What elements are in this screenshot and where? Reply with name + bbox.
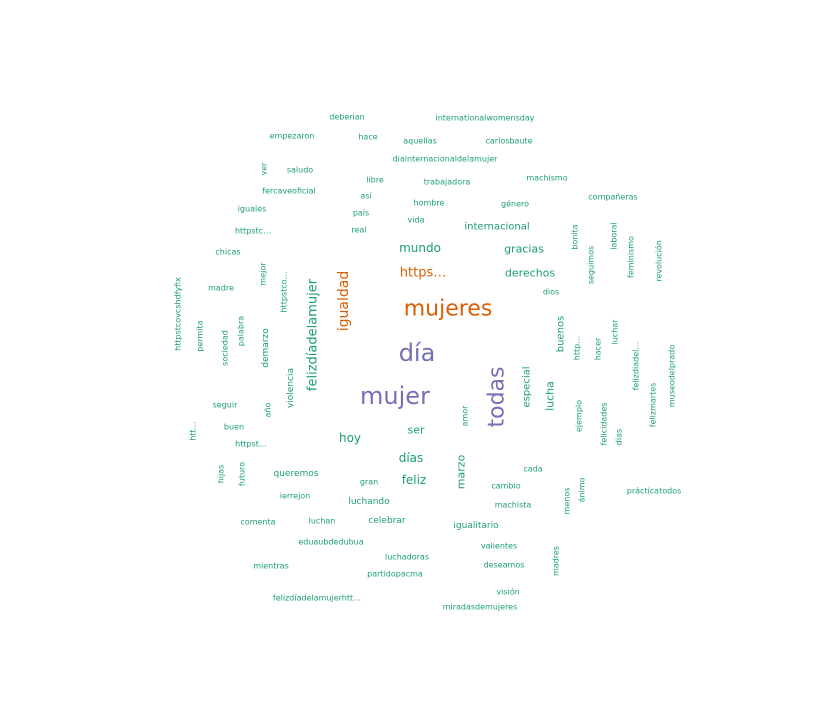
word-hombre: hombre bbox=[414, 199, 445, 208]
word-luchan: luchan bbox=[309, 517, 336, 526]
word-luchando: luchando bbox=[348, 497, 390, 507]
word-mundo: mundo bbox=[399, 241, 441, 255]
word-feliz: feliz bbox=[402, 473, 427, 487]
word-marzo: marzo bbox=[455, 454, 468, 489]
word-httpstc: httpstc… bbox=[235, 227, 271, 236]
word-genero: género bbox=[501, 199, 529, 209]
word-celebrar: celebrar bbox=[368, 516, 405, 526]
word-https: https… bbox=[400, 266, 446, 281]
word-htt: htt… bbox=[189, 421, 198, 440]
word-derechos: derechos bbox=[505, 267, 556, 280]
word-iguales: iguales bbox=[238, 205, 267, 214]
word-aquellas: aquellas bbox=[403, 137, 437, 146]
word-mujer: mujer bbox=[360, 382, 430, 410]
word-chicas: chicas bbox=[215, 248, 240, 257]
word-permita: permita bbox=[196, 320, 205, 351]
word-mientras: mientras bbox=[253, 562, 289, 571]
word-internacional: internacional bbox=[464, 222, 529, 233]
word-seguir: seguir bbox=[213, 401, 238, 410]
word-felizmartes: felizmartes bbox=[649, 383, 658, 428]
word-fercaveoficial: fercaveoficial bbox=[262, 187, 316, 196]
word-dias: dias bbox=[615, 429, 624, 445]
word-httpstco: httpstco… bbox=[280, 271, 289, 312]
word-buenos: buenos bbox=[556, 316, 567, 353]
word-madres: madres bbox=[552, 546, 561, 576]
word-igualitario: igualitario bbox=[453, 521, 499, 531]
word-trabajadora: trabajadora bbox=[424, 178, 471, 187]
word-bonita: bonita bbox=[571, 224, 580, 249]
word-miradasdemujeres: miradasdemujeres bbox=[443, 603, 518, 612]
word-eduaubdedubua: eduaubdedubua bbox=[298, 538, 363, 547]
word-deseamos: deseamos bbox=[484, 561, 525, 570]
word-felizdiadel: felizdiadel… bbox=[632, 342, 641, 391]
word-libre: libre bbox=[366, 176, 384, 185]
word-amor: amor bbox=[461, 405, 470, 427]
word-lucha: lucha bbox=[544, 381, 557, 411]
word-asi: así bbox=[360, 192, 372, 201]
word-comenta: comenta bbox=[240, 518, 275, 527]
word-hoy: hoy bbox=[339, 431, 361, 445]
word-feminismo: feminismo bbox=[627, 236, 636, 278]
word-httpst: httpst… bbox=[235, 440, 267, 449]
word-mejor: mejor bbox=[259, 262, 268, 286]
word-httpstcovcshdfyfix: httpstcovcshdfyfix bbox=[174, 277, 183, 351]
word-machismo: machismo bbox=[526, 174, 567, 183]
word-hijas: hijas bbox=[217, 465, 226, 484]
word-valientes: valientes bbox=[481, 542, 517, 551]
word-cambio: cambio bbox=[491, 482, 520, 491]
word-ser: ser bbox=[407, 424, 424, 437]
word-vision: visión bbox=[496, 587, 519, 597]
word-real: real bbox=[351, 226, 366, 235]
word-ejemplo: ejemplo bbox=[575, 400, 584, 432]
word-menos: menos bbox=[563, 488, 572, 515]
word-revolucion: revolución bbox=[654, 240, 664, 282]
word-laboral: laboral bbox=[610, 222, 619, 250]
word-deberian: deberian bbox=[329, 113, 364, 122]
word-dia: día bbox=[399, 339, 436, 367]
word-partidopacma: partidopacma bbox=[367, 570, 423, 579]
word-dios: dios bbox=[543, 288, 559, 297]
word-felicidades: felicidades bbox=[600, 403, 609, 446]
word-felizdiadelamujer: felizdíadelamujer bbox=[306, 278, 321, 391]
word-companeras: compañeras bbox=[588, 193, 637, 202]
word-ano: año bbox=[264, 402, 273, 417]
word-especial: especial bbox=[522, 366, 533, 407]
word-hacer: hacer bbox=[594, 337, 603, 360]
word-buen: buen bbox=[224, 423, 244, 432]
word-madre: madre bbox=[208, 284, 234, 293]
word-internationalwomensday: internationalwomensday bbox=[435, 114, 534, 123]
word-vida: vida bbox=[408, 216, 425, 225]
word-felizdiadelamujerhtt: felizdíadelamujerhtt… bbox=[273, 594, 361, 603]
word-diainternacionaldelamujer: diainternacionaldelamujer bbox=[393, 155, 499, 164]
word-dias: días bbox=[399, 451, 424, 465]
word-gran: gran bbox=[360, 478, 378, 487]
word-gracias: gracias bbox=[504, 243, 544, 256]
word-hace: hace bbox=[358, 133, 377, 142]
word-saludo: saludo bbox=[287, 166, 313, 175]
word-museodelprado: museodelprado bbox=[668, 345, 677, 407]
word-pais: país bbox=[353, 209, 369, 218]
word-luchar: luchar bbox=[611, 319, 620, 345]
word-mujeres: mujeres bbox=[404, 297, 493, 322]
word-demarzo: demarzo bbox=[261, 328, 271, 368]
word-luchadoras: luchadoras bbox=[385, 553, 429, 562]
word-todas: todas bbox=[485, 367, 510, 428]
word-empezaron: empezaron bbox=[270, 132, 315, 141]
word-sociedad: sociedad bbox=[221, 330, 230, 366]
word-queremos: queremos bbox=[274, 469, 319, 479]
word-machista: machista bbox=[495, 501, 532, 510]
word-futuro: futuro bbox=[238, 462, 247, 486]
word-practicatodos: prácticatodos bbox=[627, 487, 682, 496]
word-igualdad: igualdad bbox=[336, 271, 352, 331]
word-seguimos: seguimos bbox=[587, 246, 596, 284]
word-ierrejon: ierrejon bbox=[280, 492, 311, 501]
word-cada: cada bbox=[523, 465, 542, 474]
word-violencia: violencia bbox=[286, 368, 296, 408]
word-ver: ver bbox=[260, 162, 269, 176]
word-palabra: palabra bbox=[237, 316, 246, 346]
word-carlosbaute: carlosbaute bbox=[486, 137, 533, 146]
word-animo: ánimo bbox=[578, 477, 587, 502]
word-http: http… bbox=[573, 336, 582, 360]
